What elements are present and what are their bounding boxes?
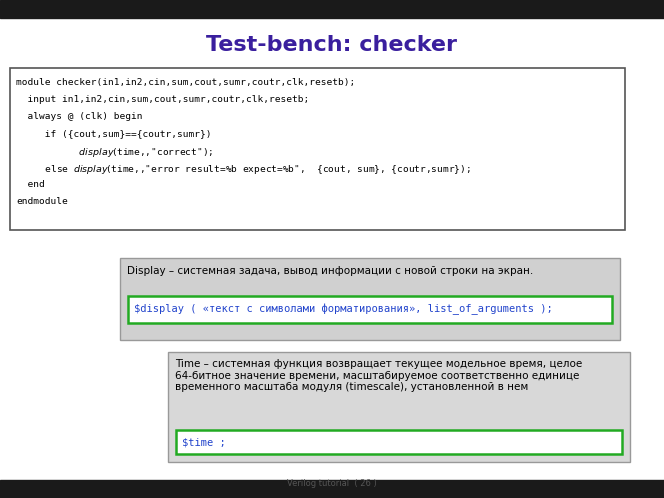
Text: end: end [16, 180, 44, 189]
Text: endmodule: endmodule [16, 197, 68, 206]
FancyBboxPatch shape [176, 430, 622, 454]
Text: always @ (clk) begin: always @ (clk) begin [16, 112, 143, 121]
Text: Test-bench: checker: Test-bench: checker [207, 35, 457, 55]
Text: $display ( «текст с символами форматирования», list_of_arguments );: $display ( «текст с символами форматиров… [134, 304, 552, 315]
FancyBboxPatch shape [10, 68, 625, 230]
Text: else $display($time,,"error result=%b expect=%b",  {cout, sum}, {coutr,sumr});: else $display($time,,"error result=%b ex… [16, 163, 471, 176]
Text: if ({cout,sum}=={coutr,sumr}): if ({cout,sum}=={coutr,sumr}) [16, 129, 212, 138]
Text: Verilog tutorial  ( 26 ): Verilog tutorial ( 26 ) [287, 479, 377, 488]
Text: input in1,in2,cin,sum,cout,sumr,coutr,clk,resetb;: input in1,in2,cin,sum,cout,sumr,coutr,cl… [16, 95, 309, 104]
FancyBboxPatch shape [168, 352, 630, 462]
Bar [0, 480, 664, 498]
Text: module checker(in1,in2,cin,sum,cout,sumr,coutr,clk,resetb);: module checker(in1,in2,cin,sum,cout,sumr… [16, 78, 355, 87]
Text: Display – системная задача, вывод информации с новой строки на экран.: Display – системная задача, вывод информ… [127, 266, 533, 276]
Text: Time – системная функция возвращает текущее модельное время, целое
64-битное зна: Time – системная функция возвращает теку… [175, 359, 582, 392]
Text: $time ;: $time ; [182, 437, 226, 447]
FancyBboxPatch shape [128, 296, 612, 323]
Bar [0, 0, 664, 18]
Text: $display($time,,"correct");: $display($time,,"correct"); [16, 146, 213, 159]
FancyBboxPatch shape [120, 258, 620, 340]
